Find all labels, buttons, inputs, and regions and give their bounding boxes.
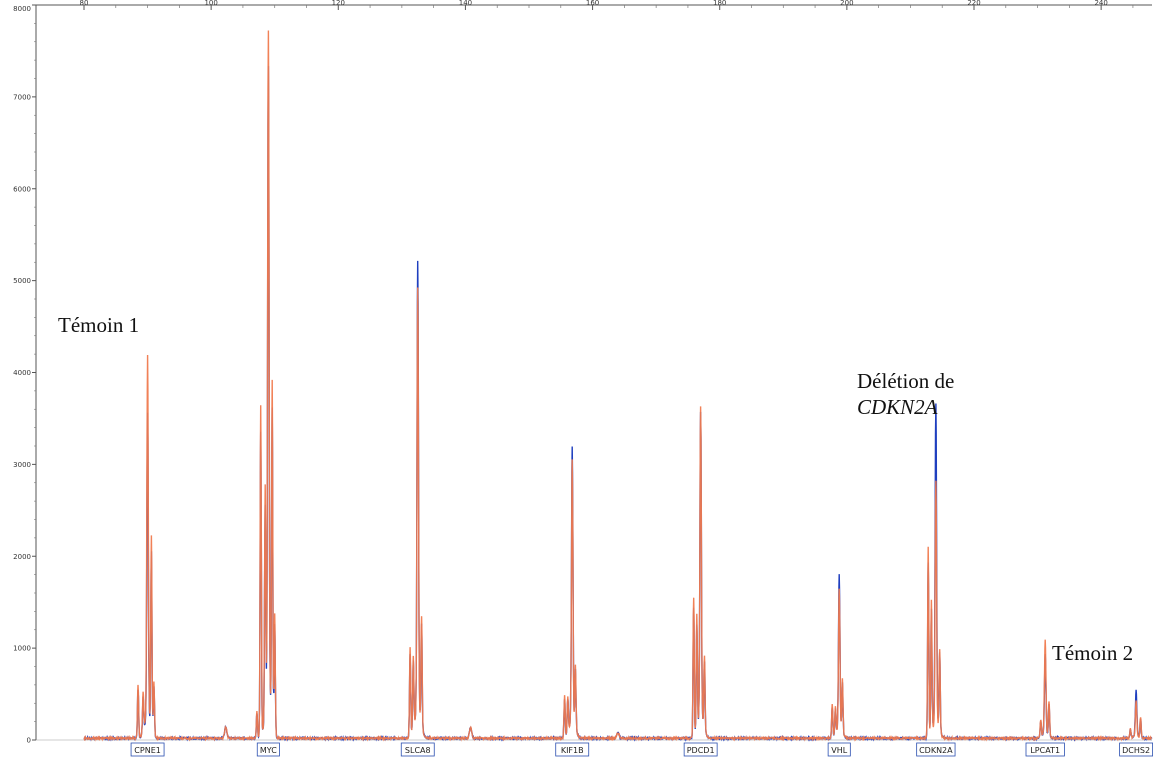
x-tick-label: 200 <box>840 0 853 7</box>
y-tick-label: 3000 <box>13 461 31 469</box>
gene-label-box <box>1025 742 1065 757</box>
annotation-deletion-line2: CDKN2A <box>857 395 938 419</box>
gene-label-text: DCHS2 <box>1122 746 1150 755</box>
y-tick-label: 4000 <box>13 369 31 377</box>
y-axis-ticks: 0 1000 2000 3000 4000 5000 6000 7000 8000 <box>13 4 36 745</box>
x-tick-label: 120 <box>332 0 345 7</box>
gene-label-text: KIF1B <box>561 746 584 755</box>
gene-label-box <box>683 742 718 757</box>
x-tick-label: 220 <box>967 0 980 7</box>
trace-orange <box>83 30 1153 742</box>
x-axis-ticks: 80 100 120 140 160 180 200 220 240 <box>80 0 1134 10</box>
gene-label-box <box>130 742 165 757</box>
gene-label-text: LPCAT1 <box>1030 746 1060 755</box>
gene-label-text: MYC <box>260 746 277 755</box>
gene-label-box <box>827 742 851 757</box>
gene-label-text: CPNE1 <box>134 746 161 755</box>
x-tick-label: 140 <box>459 0 472 7</box>
gene-label-text: CDKN2A <box>919 746 953 755</box>
gene-label-lpcat1: LPCAT1 <box>1025 742 1065 757</box>
gene-label-kif1b: KIF1B <box>555 742 590 757</box>
annotation-temoin-2-text: Témoin 2 <box>1052 641 1134 665</box>
gene-labels: CPNE1 MYC SLCA8 KIF1B PDCD1 VHL CDKN2A LPCAT1 DC… <box>130 742 1154 757</box>
x-tick-label: 240 <box>1094 0 1107 7</box>
gene-label-myc: MYC <box>256 742 280 757</box>
gene-label-text: PDCD1 <box>687 746 715 755</box>
gene-label-box <box>400 742 435 757</box>
annotation-deletion-cdkn2a: Délétion de CDKN2A <box>857 368 954 420</box>
gene-label-pdcd1: PDCD1 <box>683 742 718 757</box>
gene-label-box <box>1119 742 1154 757</box>
x-tick-label: 80 <box>80 0 89 7</box>
gene-label-text: VHL <box>831 746 847 755</box>
gene-label-box <box>555 742 590 757</box>
gene-label-text: SLCA8 <box>405 746 431 755</box>
gene-label-vhl: VHL <box>827 742 851 757</box>
y-tick-label: 2000 <box>13 553 31 561</box>
gene-label-box <box>256 742 280 757</box>
annotation-temoin-1-text: Témoin 1 <box>58 313 140 337</box>
gene-label-cdkn2a: CDKN2A <box>916 742 956 757</box>
y-tick-label: 8000 <box>13 5 31 13</box>
annotation-temoin-2: Témoin 2 <box>1052 640 1133 666</box>
gene-label-dchs2: DCHS2 <box>1119 742 1154 757</box>
y-tick-label: 0 <box>27 737 31 745</box>
annotation-temoin-1: Témoin 1 <box>58 312 139 338</box>
gene-label-box <box>916 742 956 757</box>
gene-label-slca8: SLCA8 <box>400 742 435 757</box>
y-tick-label: 1000 <box>13 645 31 653</box>
y-tick-label: 6000 <box>13 185 31 193</box>
plot-frame <box>35 4 1152 741</box>
x-tick-label: 160 <box>586 0 599 7</box>
x-tick-label: 180 <box>713 0 726 7</box>
x-tick-label: 100 <box>204 0 217 7</box>
gene-label-cpne1: CPNE1 <box>130 742 165 757</box>
annotation-deletion-line1: Délétion de <box>857 369 955 393</box>
y-tick-label: 7000 <box>13 93 31 101</box>
trace-blue <box>83 66 1153 742</box>
y-tick-label: 5000 <box>13 277 31 285</box>
